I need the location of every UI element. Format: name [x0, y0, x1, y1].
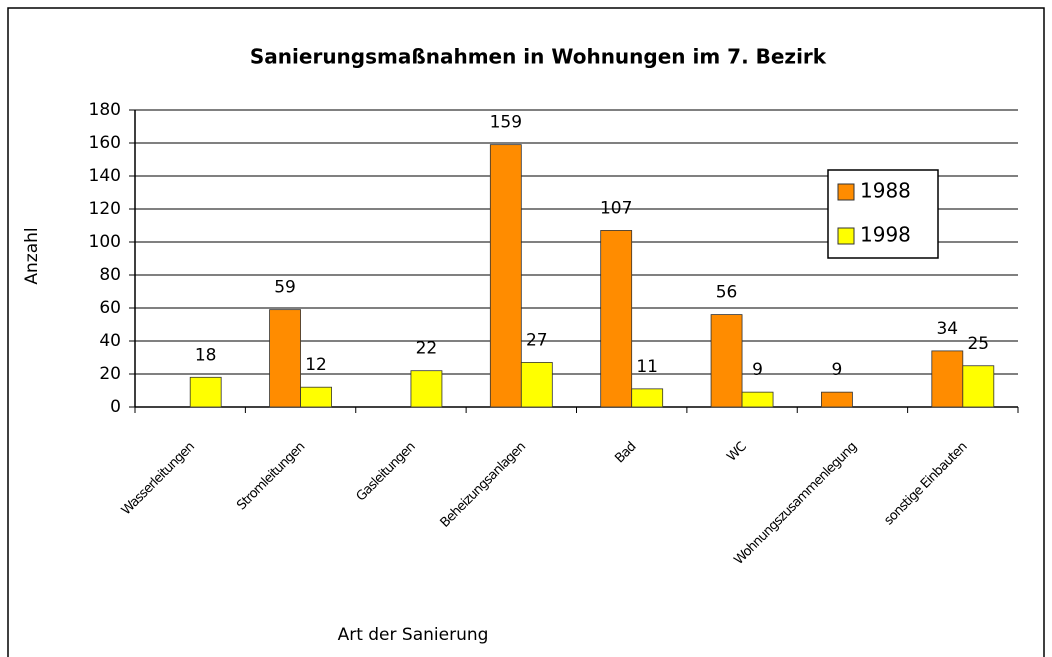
y-tick-label: 80	[99, 265, 121, 285]
data-label: 22	[416, 339, 438, 359]
legend-swatch	[837, 183, 855, 201]
data-label: 25	[967, 334, 989, 354]
x-axis-title: Art der Sanierung	[338, 625, 489, 645]
y-tick-label: 20	[99, 364, 121, 384]
y-tick-label: 140	[89, 166, 121, 186]
bar	[600, 230, 633, 408]
data-label: 107	[600, 198, 632, 218]
bar	[931, 350, 964, 408]
y-tick-label: 40	[99, 331, 121, 351]
data-label: 56	[716, 283, 738, 303]
data-label: 159	[490, 113, 522, 133]
y-tick-label: 60	[99, 298, 121, 318]
bar	[189, 376, 222, 408]
legend-swatch	[837, 227, 855, 245]
y-tick-label: 180	[89, 100, 121, 120]
bar	[962, 365, 995, 408]
data-label: 34	[936, 319, 958, 339]
data-label: 59	[274, 278, 296, 298]
legend-label: 1988	[860, 179, 911, 203]
y-tick-label: 120	[89, 199, 121, 219]
legend-label: 1998	[860, 223, 911, 247]
bar	[821, 391, 853, 408]
bar	[710, 314, 743, 408]
y-tick-label: 160	[89, 133, 121, 153]
y-tick-label: 0	[110, 397, 121, 417]
data-label: 9	[832, 360, 843, 380]
bar	[300, 386, 332, 408]
bar	[741, 391, 774, 408]
bar	[410, 370, 443, 408]
bar	[489, 144, 522, 408]
bar	[269, 309, 301, 408]
bar	[631, 388, 664, 408]
data-label: 11	[636, 357, 658, 377]
y-axis-title: Anzahl	[22, 227, 42, 284]
data-label: 12	[305, 355, 327, 375]
data-label: 27	[526, 330, 548, 350]
y-tick-label: 100	[89, 232, 121, 252]
chart-title: Sanierungsmaßnahmen in Wohnungen im 7. B…	[250, 45, 827, 69]
data-label: 18	[195, 345, 217, 365]
chart-frame	[7, 7, 1045, 657]
bar	[520, 362, 553, 408]
data-label: 9	[752, 360, 763, 380]
